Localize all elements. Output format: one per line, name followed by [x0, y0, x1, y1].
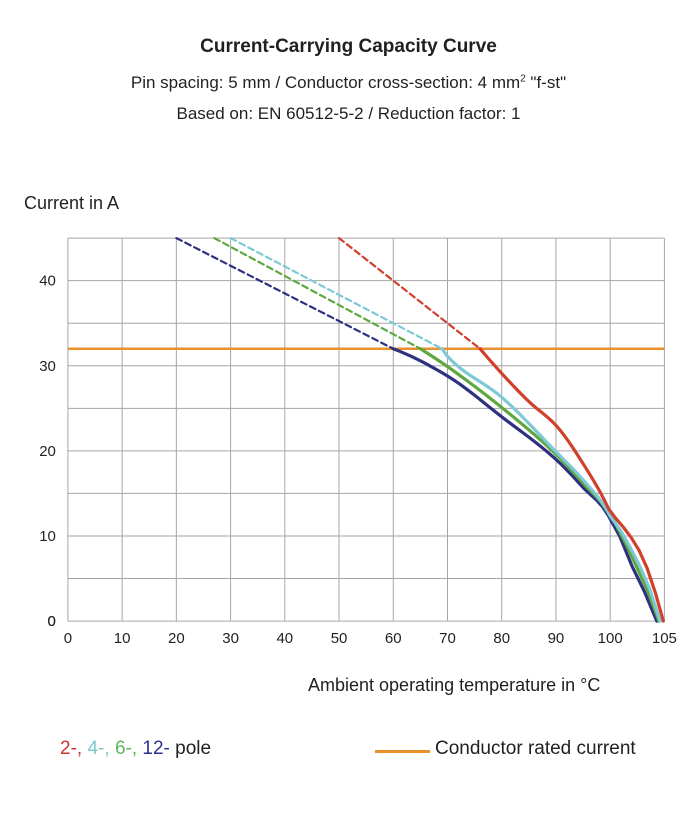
svg-text:80: 80 [493, 630, 510, 647]
svg-text:70: 70 [439, 630, 456, 647]
svg-text:105: 105 [652, 630, 677, 647]
svg-text:0: 0 [48, 613, 56, 630]
svg-text:100: 100 [598, 630, 623, 647]
svg-text:30: 30 [222, 630, 239, 647]
svg-text:30: 30 [39, 358, 56, 375]
svg-text:20: 20 [168, 630, 185, 647]
svg-text:0: 0 [64, 630, 72, 647]
svg-text:10: 10 [114, 630, 131, 647]
svg-text:20: 20 [39, 443, 56, 460]
svg-text:40: 40 [39, 273, 56, 290]
svg-text:10: 10 [39, 528, 56, 545]
svg-text:90: 90 [548, 630, 565, 647]
svg-text:40: 40 [276, 630, 293, 647]
svg-text:50: 50 [331, 630, 348, 647]
svg-text:60: 60 [385, 630, 402, 647]
